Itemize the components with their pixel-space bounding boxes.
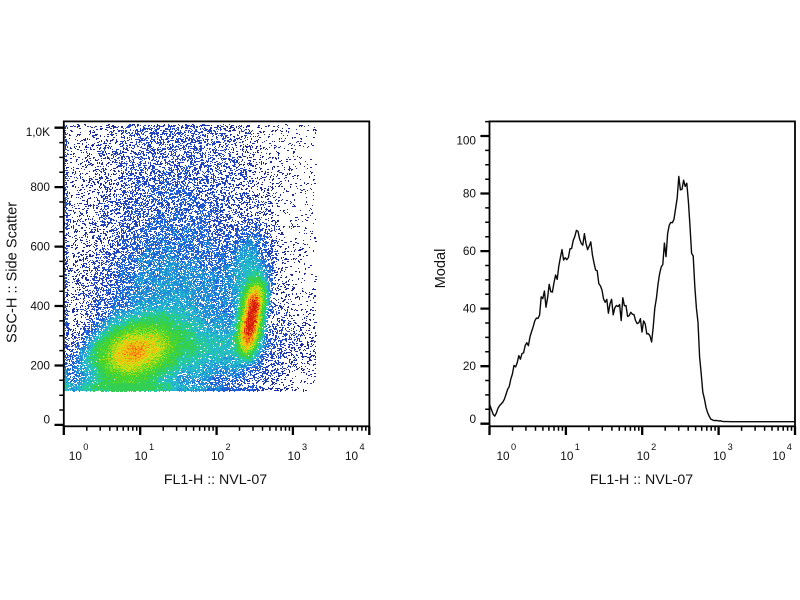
svg-text:10: 10: [211, 449, 225, 463]
svg-text:FL1-H :: NVL-07: FL1-H :: NVL-07: [164, 472, 267, 488]
svg-text:60: 60: [463, 244, 477, 258]
svg-text:3: 3: [302, 442, 307, 452]
svg-text:0: 0: [83, 442, 88, 452]
svg-text:10: 10: [69, 449, 83, 463]
svg-text:10: 10: [772, 449, 786, 463]
svg-text:0: 0: [43, 412, 50, 426]
svg-text:10: 10: [713, 449, 727, 463]
svg-text:2: 2: [226, 442, 231, 452]
svg-text:40: 40: [463, 302, 477, 316]
svg-text:3: 3: [728, 442, 733, 452]
svg-text:10: 10: [637, 449, 651, 463]
svg-text:10: 10: [345, 449, 359, 463]
svg-text:1: 1: [149, 442, 154, 452]
svg-text:400: 400: [30, 299, 50, 313]
svg-text:800: 800: [30, 180, 50, 194]
svg-text:0: 0: [469, 412, 476, 426]
svg-text:80: 80: [463, 187, 477, 201]
svg-text:4: 4: [787, 442, 792, 452]
svg-text:Modal: Modal: [433, 249, 449, 289]
svg-text:20: 20: [463, 359, 477, 373]
svg-text:0: 0: [511, 442, 516, 452]
svg-text:600: 600: [30, 240, 50, 254]
svg-text:1: 1: [575, 442, 580, 452]
svg-text:FL1-H :: NVL-07: FL1-H :: NVL-07: [590, 472, 693, 488]
svg-text:10: 10: [497, 449, 511, 463]
svg-text:SSC-H :: Side Scatter: SSC-H :: Side Scatter: [4, 202, 20, 343]
svg-text:10: 10: [135, 449, 149, 463]
svg-text:200: 200: [30, 359, 50, 373]
svg-text:4: 4: [360, 442, 365, 452]
svg-text:2: 2: [651, 442, 656, 452]
svg-text:10: 10: [288, 449, 302, 463]
svg-text:10: 10: [560, 449, 574, 463]
svg-text:1,0K: 1,0K: [26, 125, 50, 139]
svg-text:100: 100: [456, 133, 476, 147]
